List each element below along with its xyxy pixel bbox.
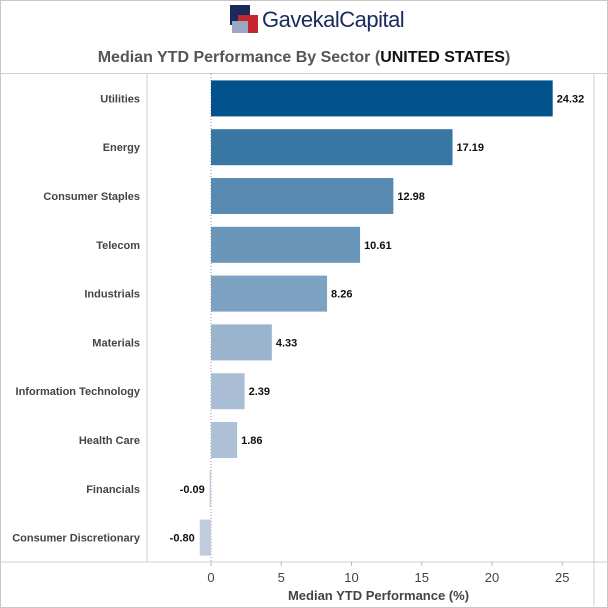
logo-text: GavekalCapital (262, 7, 405, 32)
category-label: Materials (92, 337, 140, 349)
bar-8 (209, 470, 211, 507)
category-label: Industrials (84, 289, 140, 301)
x-tick-label: 5 (278, 570, 285, 585)
chart-title: Median YTD Performance By Sector (UNITED… (97, 49, 511, 66)
value-label: -0.80 (170, 533, 195, 545)
x-tick-label: 20 (485, 570, 499, 585)
value-label: 12.98 (397, 191, 425, 203)
logo-mark-icon (230, 5, 258, 33)
category-label: Telecom (96, 240, 140, 252)
title-divider (0, 73, 608, 74)
category-label: Financials (86, 484, 140, 496)
title-main: Median YTD Performance By Sector (97, 49, 371, 66)
value-label: -0.09 (180, 484, 205, 496)
x-axis-label: Median YTD Performance (%) (288, 588, 469, 603)
category-label: Consumer Staples (43, 191, 140, 203)
value-label: 17.19 (457, 142, 485, 154)
x-tick-label: 25 (555, 570, 569, 585)
category-label: Consumer Discretionary (12, 533, 141, 545)
bar-2 (211, 178, 394, 214)
bar-0 (211, 80, 553, 117)
bar-1 (211, 129, 453, 166)
value-label: 10.61 (364, 240, 392, 252)
x-tick-label: 15 (415, 570, 429, 585)
x-tick-label: 0 (207, 570, 214, 585)
value-label: 8.26 (331, 289, 352, 301)
category-label: Information Technology (16, 386, 141, 398)
bar-5 (211, 324, 272, 361)
value-label: 24.32 (557, 93, 585, 105)
bar-3 (211, 226, 361, 263)
gavekal-capital-logo: GavekalCapital (226, 3, 405, 37)
bar-4 (211, 275, 328, 312)
value-label: 4.33 (276, 337, 297, 349)
value-label: 1.86 (241, 435, 262, 447)
value-label: 2.39 (249, 386, 270, 398)
category-label: Energy (103, 142, 141, 154)
bar-7 (211, 422, 238, 458)
bar-6 (211, 373, 245, 410)
title-country: UNITED STATES (380, 49, 505, 66)
x-tick-label: 10 (344, 570, 358, 585)
bar-9 (199, 519, 211, 556)
category-label: Health Care (79, 435, 140, 447)
category-label: Utilities (100, 93, 140, 105)
